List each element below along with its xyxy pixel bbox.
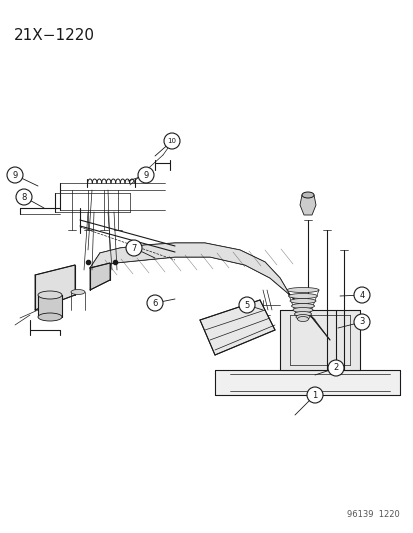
Text: 8: 8 xyxy=(21,192,26,201)
Polygon shape xyxy=(199,300,274,355)
Circle shape xyxy=(147,295,163,311)
Ellipse shape xyxy=(295,314,309,319)
Ellipse shape xyxy=(288,294,317,298)
Polygon shape xyxy=(279,310,359,370)
Circle shape xyxy=(353,287,369,303)
Polygon shape xyxy=(35,265,75,310)
Text: 4: 4 xyxy=(358,290,364,300)
Ellipse shape xyxy=(301,192,313,198)
Ellipse shape xyxy=(291,303,314,309)
Text: 10: 10 xyxy=(167,138,176,144)
Polygon shape xyxy=(299,195,315,215)
Polygon shape xyxy=(90,243,329,340)
Ellipse shape xyxy=(38,313,62,321)
Text: 9: 9 xyxy=(12,171,18,180)
Circle shape xyxy=(126,240,142,256)
Polygon shape xyxy=(214,370,399,395)
Circle shape xyxy=(238,297,254,313)
Circle shape xyxy=(7,167,23,183)
Text: 7: 7 xyxy=(131,244,136,253)
Polygon shape xyxy=(38,295,62,317)
Text: 21X−1220: 21X−1220 xyxy=(14,28,95,43)
Polygon shape xyxy=(90,263,110,290)
Ellipse shape xyxy=(38,291,62,299)
Ellipse shape xyxy=(71,289,85,295)
Circle shape xyxy=(353,314,369,330)
Ellipse shape xyxy=(286,287,318,293)
Circle shape xyxy=(327,360,343,376)
Text: 5: 5 xyxy=(244,301,249,310)
Text: 1: 1 xyxy=(312,391,317,400)
Ellipse shape xyxy=(294,311,311,317)
Ellipse shape xyxy=(292,308,312,312)
Text: 9: 9 xyxy=(143,171,148,180)
Circle shape xyxy=(306,387,322,403)
Circle shape xyxy=(138,167,154,183)
Text: 3: 3 xyxy=(358,318,364,327)
Text: 6: 6 xyxy=(152,298,157,308)
Ellipse shape xyxy=(297,317,308,321)
Text: 2: 2 xyxy=(332,364,338,373)
Circle shape xyxy=(164,133,180,149)
Ellipse shape xyxy=(289,298,315,303)
Text: 96139  1220: 96139 1220 xyxy=(347,510,399,519)
Circle shape xyxy=(16,189,32,205)
